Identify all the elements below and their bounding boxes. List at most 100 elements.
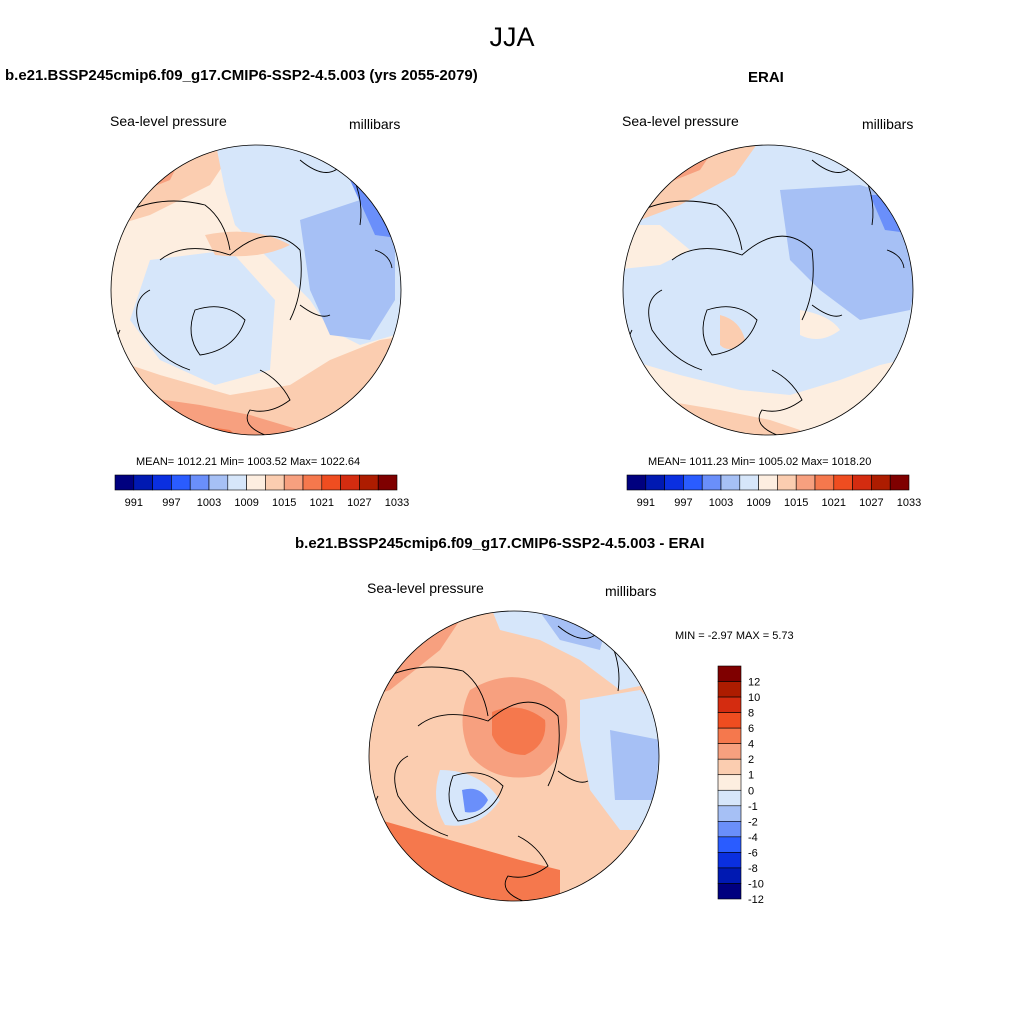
panel-3-units: millibars <box>605 583 657 599</box>
colorbar-swatch <box>852 474 872 491</box>
colorbar-swatch <box>227 474 247 491</box>
colorbar-swatch <box>833 474 853 491</box>
map3-boundary <box>368 610 660 902</box>
map2-coast-arctic-ocean <box>671 235 814 321</box>
colorbar-swatch <box>171 474 191 491</box>
map2-coast-europe <box>758 369 803 435</box>
map1-field-arctic-low <box>130 250 275 385</box>
colorbar-swatch <box>717 743 742 760</box>
colorbar-tick-label: 1009 <box>746 497 770 509</box>
colorbar-swatch <box>683 474 703 491</box>
colorbar-tick-label: -2 <box>748 816 758 828</box>
colorbar-swatch <box>302 474 323 491</box>
colorbar-panel-2: 991 997 1003 1009 1015 1021 1027 1033 <box>626 474 921 509</box>
colorbar-swatch <box>717 821 742 838</box>
colorbar-swatch <box>795 474 816 491</box>
colorbar-swatch <box>283 474 304 491</box>
colorbar-tick-label: -6 <box>748 847 758 859</box>
map-panel-3 <box>368 610 660 902</box>
map1-coast-hudson <box>374 249 393 269</box>
colorbar-swatch <box>717 805 742 822</box>
panel-3-stats: MIN = -2.97 MAX = 5.73 <box>675 630 794 642</box>
colorbar-swatch <box>717 852 742 869</box>
map1-coast-east <box>299 304 331 317</box>
colorbar-swatch <box>189 474 210 491</box>
panel-2-units: millibars <box>862 116 914 132</box>
map3-coast-scandinavia <box>394 755 449 837</box>
colorbar-swatch <box>340 474 360 491</box>
colorbar-swatch <box>758 474 778 491</box>
figure-title: JJA <box>489 22 535 52</box>
panel-2-stats: MEAN= 1011.23 Min= 1005.02 Max= 1018.20 <box>648 456 872 468</box>
colorbar-tick-label: 4 <box>748 739 754 751</box>
map2-field-greenland-high <box>720 315 745 349</box>
map3-coast-europe <box>504 835 549 901</box>
map2-coast-scandinavia <box>648 289 703 371</box>
colorbar-tick-label: -10 <box>748 878 764 890</box>
map1-boundary <box>110 144 402 436</box>
map2-coast-east <box>811 304 843 317</box>
colorbar-tick-label: -1 <box>748 801 758 813</box>
map1-coast-greenland <box>190 306 246 356</box>
colorbar-swatch <box>377 474 398 491</box>
panel-2-variable: Sea-level pressure <box>622 113 739 129</box>
colorbar-swatch <box>717 727 742 744</box>
colorbar-swatch <box>814 474 835 491</box>
colorbar-tick-label: -8 <box>748 863 758 875</box>
colorbar-tick-label: 2 <box>748 754 754 766</box>
colorbar-swatch <box>717 789 742 807</box>
map2-boundary <box>622 144 914 436</box>
colorbar-tick-label: 1 <box>748 770 754 782</box>
colorbar-tick-label: 1033 <box>897 497 921 509</box>
colorbar-swatch <box>265 474 285 491</box>
colorbar-tick-label: 1009 <box>234 497 258 509</box>
colorbar-swatch <box>701 474 722 491</box>
colorbar-tick-label: 997 <box>162 497 180 509</box>
colorbar-tick-label: 991 <box>637 497 655 509</box>
panel-3-variable: Sea-level pressure <box>367 580 484 596</box>
colorbar-swatch <box>889 474 910 491</box>
map3-coast-siberia <box>387 666 489 717</box>
panel-1-units: millibars <box>349 116 401 132</box>
colorbar-tick-label: 1015 <box>272 497 296 509</box>
map2-coast-greenland <box>702 306 758 356</box>
map1-coast-europe <box>246 369 291 435</box>
colorbar-swatch <box>359 474 379 491</box>
colorbar-tick-label: 991 <box>125 497 143 509</box>
colorbar-swatch <box>717 696 742 713</box>
map2-coast-siberia <box>641 200 743 251</box>
colorbar-tick-label: 1003 <box>709 497 733 509</box>
colorbar-swatch <box>871 474 891 491</box>
colorbar-swatch <box>717 712 742 729</box>
colorbar-tick-label: 1033 <box>385 497 409 509</box>
colorbar-panel-1: 991 997 1003 1009 1015 1021 1027 1033 <box>114 474 409 509</box>
colorbar-tick-label: 1021 <box>822 497 846 509</box>
map3-coast-arctic-ocean <box>417 701 560 787</box>
panel-2-title: ERAI <box>748 69 784 86</box>
map2-field-europe-high <box>800 310 840 339</box>
colorbar-tick-label: 6 <box>748 723 754 735</box>
colorbar-swatch <box>717 681 742 698</box>
colorbar-tick-label: 1003 <box>197 497 221 509</box>
colorbar-swatch <box>133 474 153 491</box>
colorbar-tick-label: 0 <box>748 785 754 797</box>
map-panel-2 <box>622 144 914 436</box>
colorbar-swatch <box>645 474 665 491</box>
map-panel-1 <box>110 144 402 436</box>
colorbar-swatch <box>114 474 135 491</box>
map1-coast-scandinavia <box>136 289 191 371</box>
map3-coast-east <box>557 770 589 783</box>
colorbar-swatch <box>720 474 741 491</box>
colorbar-swatch <box>664 474 684 491</box>
colorbar-tick-label: -4 <box>748 832 758 844</box>
map1-coast-siberia <box>129 200 231 251</box>
colorbar-swatch <box>152 474 172 491</box>
map3-field-greenland-core <box>462 788 488 813</box>
colorbar-swatch <box>321 474 341 491</box>
colorbar-swatch <box>626 474 647 491</box>
map3-coast-greenland <box>448 772 504 822</box>
colorbar-tick-label: 8 <box>748 708 754 720</box>
colorbar-swatch <box>777 474 797 491</box>
